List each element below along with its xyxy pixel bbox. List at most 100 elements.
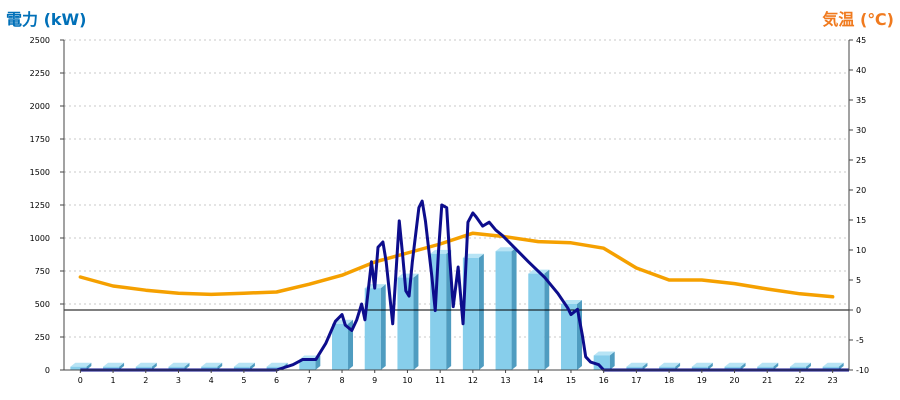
x-tick-label: 22 [795, 376, 805, 385]
bar [135, 366, 152, 370]
x-tick-label: 18 [664, 376, 674, 385]
bar-top [201, 362, 223, 367]
bar-top [626, 362, 648, 367]
x-tick-label: 21 [762, 376, 772, 385]
bar [299, 359, 316, 370]
bar [103, 366, 120, 370]
bar-top [659, 362, 681, 367]
power-line [80, 199, 849, 372]
bar-side [151, 362, 157, 370]
bar [724, 366, 741, 370]
bar [430, 253, 447, 370]
bar-side [184, 362, 190, 370]
bar [364, 288, 381, 370]
bar [332, 323, 349, 370]
x-tick-label: 20 [729, 376, 739, 385]
bar [168, 366, 185, 370]
bar [757, 366, 774, 370]
bar-top [70, 362, 92, 367]
right-tick-label: 10 [856, 246, 866, 255]
left-tick-label: 500 [35, 300, 50, 309]
left-tick-label: 1750 [30, 135, 50, 144]
left-tick-label: 750 [35, 267, 50, 276]
grid-lines [64, 39, 849, 338]
bar-side [773, 362, 779, 370]
right-tick-label: 0 [856, 306, 861, 315]
bar [266, 366, 283, 370]
right-tick-label: 30 [856, 126, 866, 135]
x-tick-label: 2 [143, 376, 148, 385]
x-tick-label: 7 [307, 376, 312, 385]
bar-side [805, 362, 811, 370]
bar-top [560, 300, 582, 304]
x-tick-label: 15 [566, 376, 576, 385]
x-tick-label: 1 [111, 376, 116, 385]
bar-top [397, 273, 419, 278]
bar-top [757, 362, 779, 367]
x-tick-label: 4 [209, 376, 214, 385]
bar-top [430, 249, 452, 254]
x-tick-label: 0 [78, 376, 83, 385]
power-series-line [80, 199, 849, 372]
bar-side [675, 362, 681, 370]
x-tick-label: 11 [435, 376, 445, 385]
right-tick-label: 45 [856, 36, 866, 45]
left-tick-label: 250 [35, 333, 50, 342]
x-tick-label: 8 [339, 376, 344, 385]
bar [626, 366, 643, 370]
temperature-series-line [78, 231, 835, 299]
left-tick-label: 1000 [30, 234, 50, 243]
x-tick-label: 5 [241, 376, 246, 385]
bar-top [593, 351, 615, 356]
bar [560, 304, 577, 370]
bar-side [249, 362, 255, 370]
left-tick-label: 1500 [30, 168, 50, 177]
bar-side [642, 362, 648, 370]
x-tick-label: 23 [828, 376, 838, 385]
bar [495, 251, 512, 370]
bar-top [822, 362, 844, 367]
bar-top [168, 362, 190, 367]
right-tick-label: -5 [856, 336, 864, 345]
x-tick-label: 3 [176, 376, 181, 385]
x-tick-label: 14 [533, 376, 543, 385]
right-tick-label: 35 [856, 96, 866, 105]
x-tick-label: 17 [631, 376, 641, 385]
x-tick-label: 19 [697, 376, 707, 385]
right-tick-label: 20 [856, 186, 866, 195]
x-tick-label: 10 [402, 376, 412, 385]
x-tick-label: 12 [468, 376, 478, 385]
x-tick-label: 16 [599, 376, 609, 385]
bar [397, 277, 414, 370]
power-bars [70, 247, 844, 370]
bar [462, 257, 479, 370]
right-tick-label: 25 [856, 156, 866, 165]
left-tick-label: 2000 [30, 102, 50, 111]
bar-side [380, 284, 386, 370]
bar [70, 366, 87, 370]
bar-top [233, 362, 255, 367]
bar-side [544, 269, 550, 370]
right-tick-label: 15 [856, 216, 866, 225]
bar-side [86, 362, 92, 370]
x-tick-label: 9 [372, 376, 377, 385]
bar-top [462, 253, 484, 258]
left-tick-label: 2500 [30, 36, 50, 45]
bar-side [740, 362, 746, 370]
bar [789, 366, 806, 370]
bar-side [478, 253, 484, 370]
left-tick-label: 2250 [30, 69, 50, 78]
left-tick-label: 1250 [30, 201, 50, 210]
bar-top [724, 362, 746, 367]
bar-side [609, 351, 615, 370]
bar [528, 273, 545, 370]
bar-top [266, 362, 288, 367]
axes: 02505007501000125015001750200022502500-1… [30, 36, 869, 385]
bar [691, 366, 708, 370]
x-tick-label: 6 [274, 376, 279, 385]
bar [822, 366, 839, 370]
bar-side [838, 362, 844, 370]
left-axis-title: 電力 (kW) [6, 10, 87, 29]
bar-side [348, 319, 354, 370]
